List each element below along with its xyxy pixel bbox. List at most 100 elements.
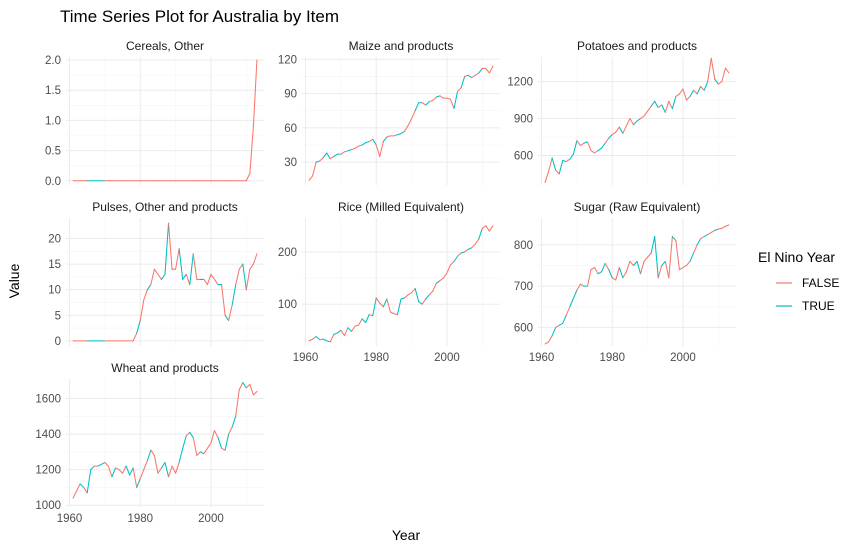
line-segment-true (608, 269, 613, 279)
line-segment-false (386, 135, 391, 138)
line-segment-false (647, 105, 652, 112)
line-segment-true (601, 262, 606, 273)
facet-cereals-other: Cereals, Other 0.0 0.5 1.0 1.5 2.0 (45, 39, 264, 188)
line-segment-true (425, 294, 430, 300)
series-line (308, 65, 494, 181)
line-segment-false (153, 268, 159, 275)
line-segment-true (671, 236, 677, 242)
line-segment-false (615, 126, 620, 133)
line-segment-false (488, 65, 494, 74)
line-segment-false (122, 465, 127, 474)
line-segment-false (358, 144, 363, 147)
line-segment-true (632, 120, 638, 126)
line-segment-true (636, 260, 642, 275)
line-segment-false (629, 118, 634, 126)
facet-sugar-raw-equivalent: Sugar (Raw Equivalent) 600 700 800 1960 1980 2… (514, 200, 736, 364)
line-segment-false (228, 426, 233, 435)
line-segment-false (675, 93, 680, 97)
line-segment-false (185, 273, 191, 286)
line-segment-false (72, 490, 78, 499)
line-segment-false (196, 451, 201, 456)
y-tick-label: 120 (278, 54, 297, 66)
line-segment-false (604, 137, 610, 144)
line-segment-true (572, 289, 578, 300)
line-segment-false (700, 236, 705, 240)
line-segment-true (689, 252, 695, 262)
line-segment-false (210, 430, 216, 444)
line-segment-false (143, 460, 148, 471)
line-segment-false (555, 169, 560, 175)
line-segment-true (714, 78, 719, 85)
facet-maize-and-products: Maize and products 30 60 90 120 (278, 39, 500, 185)
line-segment-false (157, 467, 162, 474)
line-segment-false (710, 229, 716, 233)
line-segment-false (407, 292, 413, 296)
line-segment-true (583, 141, 589, 144)
line-segment-false (678, 88, 684, 95)
line-segment-false (340, 151, 345, 155)
line-segment-false (168, 222, 173, 270)
line-segment-false (238, 382, 244, 391)
line-segment-true (315, 336, 321, 341)
line-segment-true (650, 236, 656, 254)
line-segment-false (471, 243, 476, 249)
line-segment-true (572, 140, 578, 155)
line-segment-false (707, 57, 712, 83)
x-tick-label: 1960 (57, 513, 83, 525)
line-segment-true (164, 222, 170, 275)
line-segment-false (312, 161, 317, 177)
line-segment-true (189, 253, 194, 286)
line-segment-false (710, 57, 716, 80)
line-segment-false (213, 278, 219, 286)
line-segment-true (242, 263, 247, 291)
line-segment-false (548, 335, 553, 343)
line-segment-false (724, 67, 730, 74)
line-segment-true (696, 238, 702, 246)
line-segment-false (615, 267, 620, 281)
y-tick-label: 1400 (35, 429, 61, 441)
facet-strip-label: Wheat and products (111, 361, 218, 375)
line-segment-true (467, 247, 473, 250)
line-segment-false (375, 144, 381, 157)
line-segment-false (213, 430, 219, 439)
legend: El Nino Year FALSE TRUE (758, 249, 839, 313)
facet-panels: Cereals, Other 0.0 0.5 1.0 1.5 2.0 Maize and p… (35, 39, 736, 525)
line-segment-false (319, 157, 324, 162)
line-segment-false (139, 299, 145, 321)
line-segment-false (411, 110, 416, 120)
series-line (544, 57, 730, 184)
line-segment-false (153, 454, 159, 474)
line-segment-false (421, 298, 427, 305)
line-segment-true (231, 415, 237, 428)
line-segment-false (192, 253, 198, 280)
line-segment-false (404, 294, 409, 299)
line-segment-false (411, 288, 416, 294)
line-segment-false (643, 256, 649, 262)
line-segment-false (446, 264, 452, 274)
series-line (72, 59, 258, 182)
facet-wheat-and-products: Wheat and products 1000 1200 1400 1600 1960 19… (35, 361, 264, 525)
line-segment-true (435, 280, 441, 284)
legend-title: El Nino Year (758, 249, 835, 265)
line-segment-true (129, 467, 134, 476)
line-segment-false (432, 282, 437, 292)
grid (302, 57, 500, 185)
line-segment-false (150, 268, 155, 286)
line-segment-false (485, 67, 490, 74)
line-segment-false (329, 155, 335, 160)
line-segment-true (326, 152, 331, 160)
line-segment-false (235, 389, 240, 417)
y-tick-label: 0.0 (45, 176, 61, 188)
line-segment-false (343, 327, 349, 337)
line-segment-true (661, 260, 666, 267)
line-segment-false (114, 467, 120, 471)
line-segment-false (245, 173, 251, 182)
line-segment-true (654, 100, 659, 108)
line-segment-false (625, 118, 631, 127)
line-segment-false (579, 283, 585, 287)
line-segment-true (597, 147, 603, 152)
line-segment-false (238, 263, 244, 270)
line-segment-false (206, 273, 212, 286)
line-segment-true (182, 273, 187, 280)
line-segment-false (579, 142, 585, 147)
